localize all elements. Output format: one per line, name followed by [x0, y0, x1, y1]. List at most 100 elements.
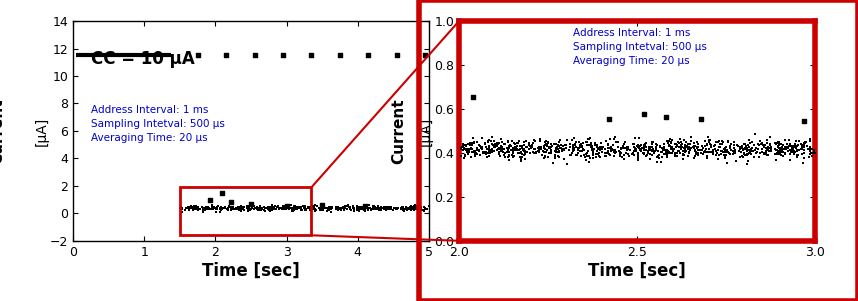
Point	[278, 204, 292, 209]
Point	[651, 154, 665, 159]
Point	[525, 143, 539, 148]
Point	[636, 150, 650, 155]
Point	[748, 148, 762, 153]
Point	[362, 203, 376, 208]
Point	[465, 150, 479, 154]
Point	[214, 207, 227, 212]
Point	[394, 206, 408, 211]
Point	[608, 135, 622, 140]
Point	[186, 205, 200, 210]
Point	[787, 145, 801, 150]
Point	[584, 143, 598, 148]
Point	[396, 206, 410, 211]
Point	[687, 145, 701, 150]
Point	[484, 150, 498, 154]
Point	[358, 204, 372, 209]
Point	[536, 155, 550, 160]
Point	[529, 150, 542, 155]
Point	[282, 205, 296, 210]
Point	[381, 206, 395, 211]
Point	[293, 205, 307, 209]
Point	[792, 139, 806, 144]
Point	[629, 147, 643, 151]
Point	[379, 207, 393, 212]
Point	[307, 206, 321, 210]
Point	[560, 137, 574, 142]
Point	[771, 139, 785, 144]
X-axis label: Time [sec]: Time [sec]	[202, 262, 299, 279]
Point	[583, 155, 597, 160]
Point	[702, 146, 716, 151]
Point	[292, 206, 305, 210]
Point	[666, 147, 680, 151]
Point	[308, 203, 322, 208]
Point	[329, 204, 342, 209]
Point	[727, 151, 740, 156]
Point	[735, 153, 749, 158]
Point	[241, 208, 255, 213]
Point	[323, 206, 336, 211]
Point	[662, 150, 675, 155]
Point	[566, 146, 580, 151]
Point	[258, 208, 272, 213]
Point	[554, 142, 568, 147]
Point	[539, 142, 553, 147]
Point	[776, 143, 789, 148]
Point	[680, 144, 694, 149]
Point	[522, 141, 535, 145]
Point	[548, 149, 562, 154]
Point	[473, 144, 486, 149]
Point	[187, 204, 201, 209]
Point	[242, 203, 256, 208]
Point	[494, 146, 508, 151]
Point	[414, 204, 428, 209]
Point	[468, 152, 482, 157]
Point	[352, 209, 366, 213]
Point	[378, 207, 391, 212]
Point	[482, 146, 496, 150]
Point	[176, 210, 190, 215]
Point	[498, 142, 511, 147]
Point	[180, 206, 194, 211]
Point	[467, 149, 480, 154]
Point	[410, 204, 424, 209]
Point	[236, 207, 250, 212]
Point	[598, 147, 612, 152]
Point	[552, 150, 565, 154]
Point	[413, 204, 426, 209]
Point	[283, 205, 297, 210]
Point	[692, 141, 705, 146]
Point	[575, 144, 589, 149]
Point	[721, 147, 734, 152]
Point	[511, 144, 524, 149]
Point	[250, 205, 263, 210]
Point	[778, 145, 792, 150]
Point	[233, 205, 246, 209]
Point	[677, 153, 691, 157]
Point	[673, 137, 686, 141]
Point	[511, 147, 524, 152]
Point	[559, 145, 573, 150]
Point	[638, 142, 652, 147]
Point	[202, 198, 216, 203]
Point	[525, 144, 539, 149]
Point	[571, 146, 584, 150]
Point	[718, 146, 732, 150]
Point	[558, 143, 571, 147]
Point	[218, 206, 232, 210]
Point	[728, 148, 742, 153]
Point	[721, 139, 734, 144]
Point	[213, 206, 227, 211]
Point	[199, 207, 213, 212]
Point	[501, 147, 515, 152]
Point	[224, 207, 238, 212]
Point	[784, 143, 798, 148]
Point	[479, 145, 492, 150]
Point	[686, 144, 700, 149]
Point	[360, 206, 374, 211]
Point	[556, 144, 570, 148]
Point	[601, 150, 615, 155]
Point	[557, 144, 571, 148]
Point	[384, 206, 397, 211]
Point	[678, 148, 692, 153]
